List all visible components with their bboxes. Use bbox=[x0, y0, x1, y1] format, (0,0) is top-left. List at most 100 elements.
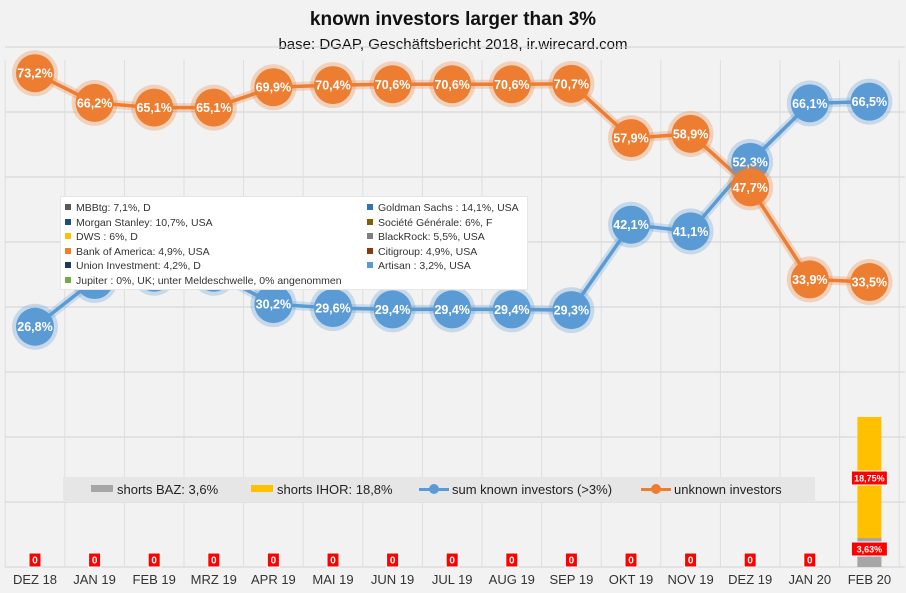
point-sum-known-investors-3-9 bbox=[552, 291, 591, 330]
investor-legend-swatch-5 bbox=[367, 233, 373, 239]
point-label-sum-known-investors-3-7: 29,4% bbox=[434, 303, 469, 317]
point-label-unknown-investors-6: 70,6% bbox=[375, 78, 410, 92]
point-label-sum-known-investors-3-5: 29,6% bbox=[315, 302, 350, 316]
x-tick-label-2: FEB 19 bbox=[133, 572, 176, 587]
investor-legend-label-9: Artisan : 3,2%, USA bbox=[378, 260, 471, 272]
chart-title: known investors larger than 3% bbox=[310, 9, 596, 30]
point-unknown-investors-8 bbox=[492, 65, 531, 104]
x-tick-label-8: AUG 19 bbox=[489, 572, 535, 587]
point-label-unknown-investors-10: 57,9% bbox=[613, 132, 648, 146]
investor-legend-item-7: Citigroup: 4,9%, USA bbox=[367, 245, 477, 259]
bar-label-baz-1: 0 bbox=[92, 556, 98, 567]
investor-legend-label-4: DWS : 6%, D bbox=[76, 231, 138, 243]
point-label-unknown-investors-2: 65,1% bbox=[136, 101, 171, 115]
bar-label-baz-14: 3,63% bbox=[857, 545, 883, 555]
bar-label-box-baz-8 bbox=[505, 552, 519, 568]
bar-label-baz-5: 0 bbox=[330, 556, 336, 567]
point-unknown-investors-9 bbox=[552, 64, 591, 103]
bar-label-baz-8: 0 bbox=[509, 556, 515, 567]
investor-legend-label-8: Union Investment: 4,2%, D bbox=[76, 260, 201, 272]
investor-legend-swatch-3 bbox=[367, 218, 373, 225]
investor-legend-label-0: MBBtg: 7,1%, D bbox=[76, 202, 151, 214]
legend-swatch-shorts-baz bbox=[91, 485, 113, 492]
x-tick-label-7: JUL 19 bbox=[432, 572, 473, 587]
point-label-sum-known-investors-3-14: 66,5% bbox=[852, 95, 887, 109]
point-label-sum-known-investors-3-9: 29,3% bbox=[554, 304, 589, 318]
investor-legend-label-7: Citigroup: 4,9%, USA bbox=[378, 245, 478, 258]
point-label-unknown-investors-3: 65,1% bbox=[196, 101, 231, 115]
bar-label-box-baz-14 bbox=[850, 541, 888, 557]
point-unknown-investors-3 bbox=[194, 88, 233, 127]
bar-label-box-baz-10 bbox=[624, 552, 638, 568]
bar-label-box-baz-0 bbox=[28, 552, 42, 568]
x-tick-label-13: JAN 20 bbox=[788, 572, 831, 587]
point-sum-known-investors-3-8 bbox=[492, 290, 531, 329]
investor-legend-swatch-4 bbox=[65, 233, 71, 239]
point-unknown-investors-2 bbox=[135, 88, 174, 127]
x-tick-label-9: SEP 19 bbox=[549, 572, 593, 587]
legend-label-unknown-investors: unknown investors bbox=[674, 482, 782, 497]
point-label-sum-known-investors-3-12: 52,3% bbox=[732, 155, 767, 169]
bar-label-box-baz-3 bbox=[207, 552, 221, 568]
point-sum-known-investors-3-13 bbox=[790, 84, 829, 123]
bar-label-baz-13: 0 bbox=[807, 556, 813, 567]
data-points: 26,8%33,8%34,9%34,9%30,2%29,6%29,4%29,4%… bbox=[12, 50, 893, 350]
investor-legend-swatch-7 bbox=[367, 247, 373, 254]
legend-label-shorts-baz: shorts BAZ: 3,6% bbox=[117, 482, 219, 497]
x-tick-label-5: MAI 19 bbox=[312, 572, 353, 587]
point-unknown-investors-12 bbox=[731, 168, 770, 207]
bar-label-box-baz-7 bbox=[445, 552, 459, 568]
x-axis-tick-labels: DEZ 18 JAN 19 FEB 19 MRZ 19 APR 19 MAI 19 JUN … bbox=[13, 572, 891, 587]
point-label-unknown-investors-12: 47,7% bbox=[732, 181, 767, 195]
point-unknown-investors-7 bbox=[433, 65, 472, 104]
point-unknown-investors-10 bbox=[612, 119, 650, 158]
legend-item-shorts-ihor: shorts IHOR: 18,8% bbox=[251, 481, 393, 498]
point-label-sum-known-investors-3-0: 26,8% bbox=[17, 320, 52, 334]
point-label-unknown-investors-0: 73,2% bbox=[17, 67, 52, 81]
investor-legend-label-10: Jupiter : 0%, UK; unter Meldeschwelle, 0… bbox=[76, 274, 342, 287]
chart-subtitle: base: DGAP, Geschäftsbericht 2018, ir.wi… bbox=[278, 36, 627, 53]
point-sum-known-investors-3-0 bbox=[16, 307, 54, 346]
bar-label-baz-2: 0 bbox=[151, 556, 157, 567]
series-legend: shorts BAZ: 3,6% shorts IHOR: 18,8% sum … bbox=[63, 477, 815, 502]
investor-legend-label-2: Morgan Stanley: 10,7%, USA bbox=[76, 216, 213, 229]
investor-legend-swatch-9 bbox=[367, 262, 373, 268]
point-label-unknown-investors-13: 33,9% bbox=[792, 273, 827, 287]
investor-legend-item-0: MBBtg: 7,1%, D bbox=[65, 201, 151, 215]
point-sum-known-investors-3-10 bbox=[612, 205, 650, 244]
bar-label-box-ihor-14 bbox=[850, 470, 888, 486]
investor-legend-swatch-0 bbox=[65, 204, 71, 210]
investor-legend-label-5: BlackRock: 5,5%, USA bbox=[378, 231, 485, 243]
point-label-sum-known-investors-3-13: 66,1% bbox=[792, 97, 827, 111]
bar-label-box-baz-12 bbox=[743, 552, 757, 568]
legend-item-known-investors: sum known investors (>3%) bbox=[419, 481, 612, 498]
investor-legend-label-3: Société Générale: 6%, F bbox=[378, 216, 493, 229]
point-label-unknown-investors-14: 33,5% bbox=[852, 276, 887, 290]
investor-legend-item-5: BlackRock: 5,5%, USA bbox=[367, 230, 485, 244]
investor-legend-item-8: Union Investment: 4,2%, D bbox=[65, 259, 201, 273]
investor-legend-swatch-8 bbox=[65, 262, 71, 268]
bar-label-baz-12: 0 bbox=[747, 556, 753, 567]
bar-value-labels: 0 0 0 0 0 0 0 0 0 0 0 0 0 0 3,63% 18,75% bbox=[28, 470, 888, 568]
investor-legend-swatch-2 bbox=[65, 218, 71, 225]
investor-legend-swatch-1 bbox=[367, 204, 373, 210]
bar-label-baz-9: 0 bbox=[569, 556, 575, 567]
point-label-sum-known-investors-3-6: 29,4% bbox=[375, 303, 410, 317]
point-label-sum-known-investors-3-10: 42,1% bbox=[613, 218, 648, 232]
bar-label-box-baz-1 bbox=[88, 552, 102, 568]
point-label-unknown-investors-8: 70,6% bbox=[494, 78, 529, 92]
bar-label-box-baz-13 bbox=[803, 552, 817, 568]
legend-item-shorts-baz: shorts BAZ: 3,6% bbox=[91, 481, 218, 498]
bar-label-baz-7: 0 bbox=[449, 556, 455, 567]
investor-legend-item-6: Bank of America: 4,9%, USA bbox=[65, 245, 210, 259]
investor-legend-label-1: Goldman Sachs : 14,1%, USA bbox=[378, 202, 519, 214]
point-label-unknown-investors-7: 70,6% bbox=[434, 78, 469, 92]
bar-label-baz-0: 0 bbox=[32, 556, 38, 567]
investor-legend-item-3: Société Générale: 6%, F bbox=[367, 216, 492, 230]
bar-label-baz-4: 0 bbox=[271, 556, 277, 567]
point-label-sum-known-investors-3-11: 41,1% bbox=[673, 225, 708, 239]
point-sum-known-investors-3-4 bbox=[254, 285, 293, 324]
legend-swatch-shorts-ihor bbox=[251, 485, 273, 492]
